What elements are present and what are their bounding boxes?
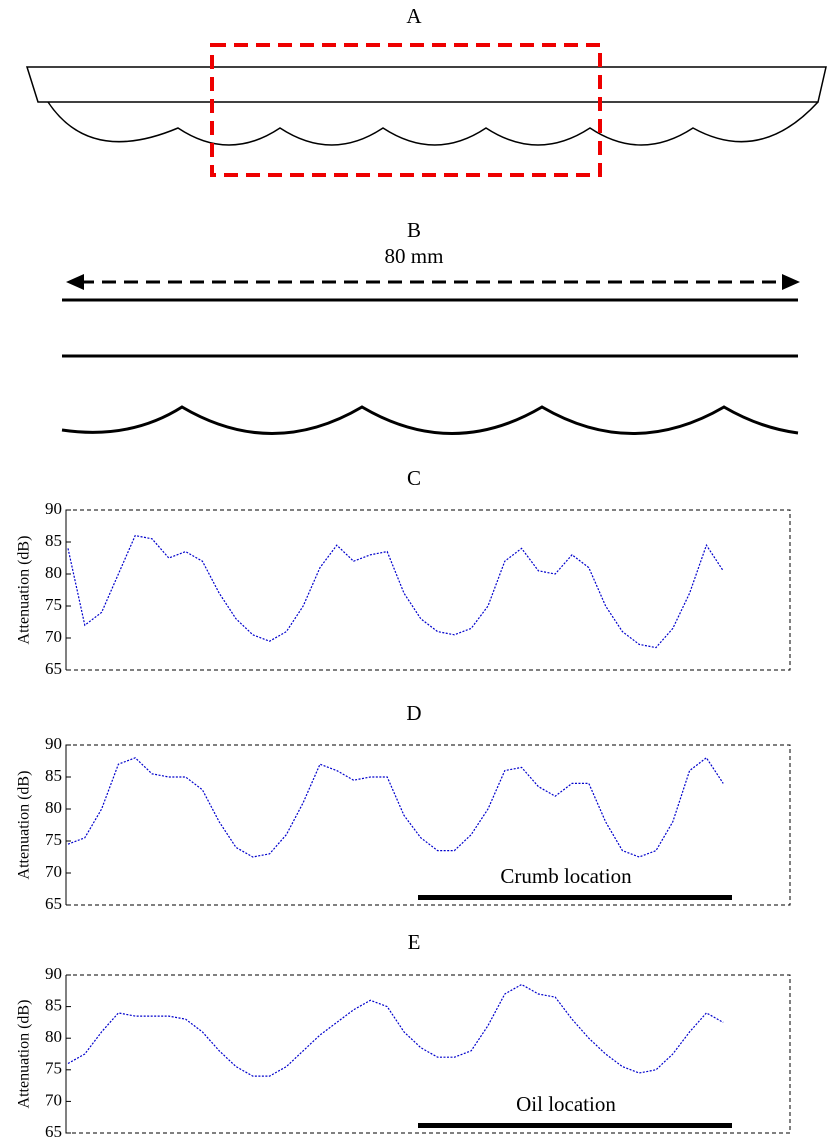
dimension-label: 80 mm	[385, 244, 444, 268]
panel-label: A	[406, 4, 422, 28]
y-tick-label: 70	[45, 1090, 62, 1109]
chart-title: E	[408, 930, 421, 954]
scallops	[47, 101, 819, 146]
y-tick-label: 90	[45, 964, 62, 983]
location-bar	[418, 1123, 732, 1128]
plot-frame	[65, 974, 791, 1134]
y-tick-label: 80	[45, 798, 62, 817]
panel-label: B	[407, 218, 421, 242]
y-tick-label: 70	[45, 627, 62, 646]
y-tick-label: 75	[45, 595, 62, 614]
location-bar	[418, 895, 732, 900]
y-tick-label: 65	[45, 659, 62, 678]
y-tick-label: 65	[45, 1122, 62, 1141]
plot-frame	[65, 509, 791, 671]
y-tick-label: 65	[45, 894, 62, 913]
y-tick-label: 85	[45, 531, 62, 550]
selection-box	[210, 43, 602, 177]
annotation: Oil location	[516, 1092, 616, 1116]
arrow-head	[66, 274, 84, 290]
y-tick-label: 70	[45, 862, 62, 881]
chart-title: D	[406, 701, 421, 725]
y-tick-label: 85	[45, 996, 62, 1015]
data-line	[67, 534, 724, 649]
y-axis-label: Attenuation (dB)	[16, 1000, 33, 1109]
y-tick-label: 75	[45, 830, 62, 849]
y-tick-label: 80	[45, 1027, 62, 1046]
scallops	[61, 405, 799, 435]
y-tick-label: 90	[45, 734, 62, 753]
data-line	[67, 756, 724, 858]
data-line	[67, 983, 724, 1077]
y-axis-label: Attenuation (dB)	[16, 536, 33, 645]
arrow-head	[782, 274, 800, 290]
chart-title: C	[407, 466, 421, 490]
plot-frame	[65, 744, 791, 906]
y-tick-label: 85	[45, 766, 62, 785]
y-axis-label: Attenuation (dB)	[16, 771, 33, 880]
annotation: Crumb location	[500, 864, 632, 888]
y-tick-label: 90	[45, 499, 62, 518]
y-tick-label: 80	[45, 563, 62, 582]
tray	[25, 66, 827, 103]
y-tick-label: 75	[45, 1059, 62, 1078]
